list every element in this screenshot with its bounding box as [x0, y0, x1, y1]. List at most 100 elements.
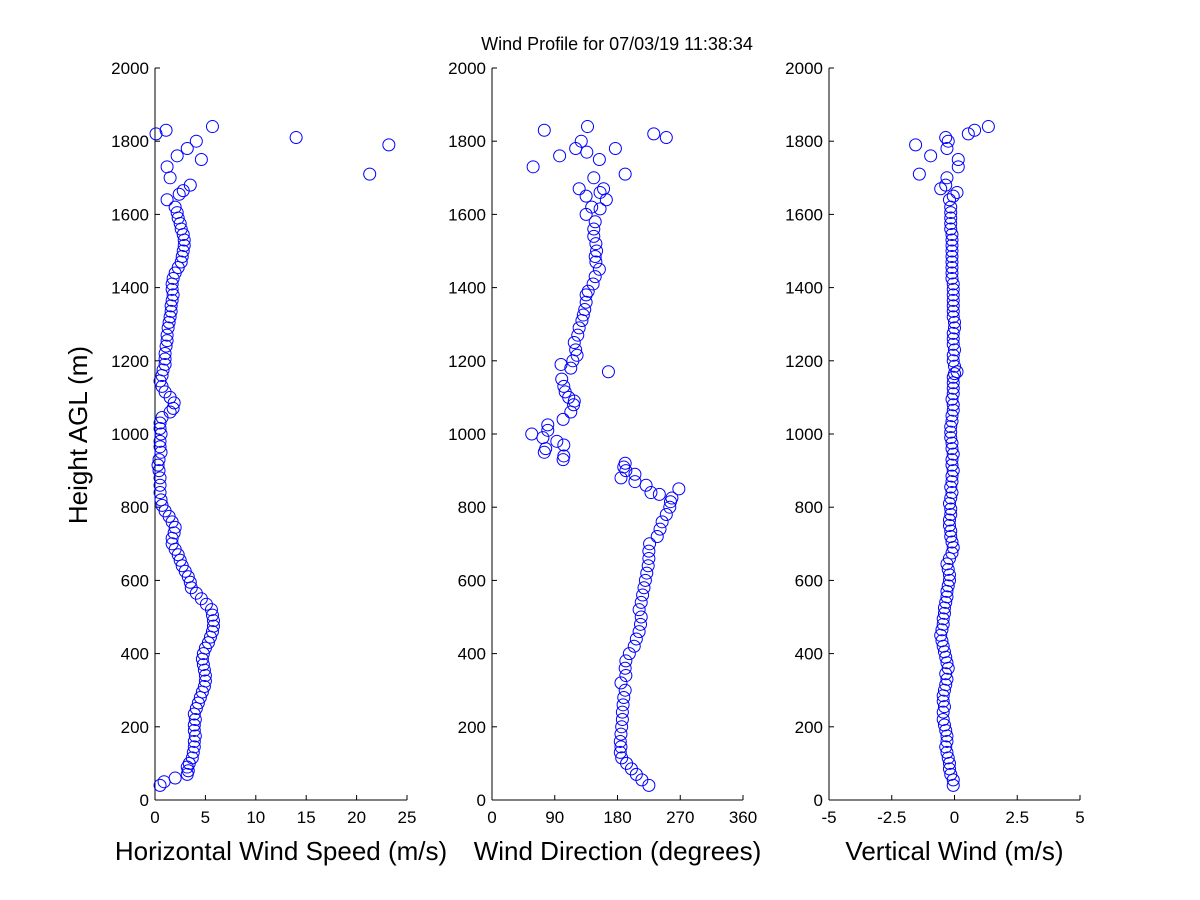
panel-0-data-point: [186, 745, 200, 759]
panel-1-data-point: [619, 669, 633, 683]
panel-2-data-point: [935, 634, 949, 648]
panel-0-data-point: [152, 464, 166, 478]
panel-0-data-point: [158, 357, 172, 371]
figure-title: Wind Profile for 07/03/19 11:38:34: [481, 34, 753, 54]
panel-2-data-point: [946, 387, 960, 401]
panel-2-data-point: [945, 458, 959, 472]
panel-0-y-tick-label: 2000: [111, 59, 149, 78]
panel-2-data-point: [945, 249, 959, 263]
panel-2-data-point: [946, 282, 960, 296]
panel-0-data-point: [196, 647, 210, 661]
panel-2-data-point: [944, 502, 958, 516]
panel-1-y-tick-label: 1200: [448, 352, 486, 371]
panel-0-data-point: [174, 255, 188, 269]
panel-0-data-point: [154, 427, 168, 441]
panel-1-data-point: [659, 508, 673, 522]
panel-1-data-point: [539, 442, 553, 456]
panel-1-data-point: [622, 647, 636, 661]
panel-1-data-point: [555, 372, 569, 386]
panel-2-data-point: [946, 403, 960, 417]
panel-1-data-point: [650, 529, 664, 543]
panel-1-data-point: [592, 262, 606, 276]
panel-1-data-point: [614, 740, 628, 754]
panel-2-data-point: [939, 131, 953, 145]
panel-2-data-point: [945, 469, 959, 483]
panel-2-data-point: [945, 535, 959, 549]
panel-2-data-point: [937, 718, 951, 732]
panel-0-data-point: [158, 346, 172, 360]
panel-2-data-point: [940, 745, 954, 759]
panel-2-data-point: [944, 217, 958, 231]
panel-2-data-point: [945, 546, 959, 560]
panel-0-data-point: [185, 751, 199, 765]
panel-2-data-point: [937, 606, 951, 620]
panel-1-data-point: [618, 683, 632, 697]
panel-1-data-point: [601, 365, 615, 379]
panel-2-data-point: [948, 343, 961, 357]
panel-2-data-point: [940, 142, 954, 156]
panel-0-data-point: [153, 416, 167, 430]
panel-2-data-point: [941, 562, 955, 576]
panel-1-data-point: [564, 361, 578, 375]
panel-2-data-point: [946, 398, 960, 412]
panel-2-data-point: [946, 288, 960, 302]
panel-0-data-point: [163, 171, 177, 185]
panel-2-data-point: [946, 299, 960, 313]
panel-0-data-point: [177, 239, 191, 253]
panel-2-data-point: [951, 153, 965, 166]
panel-2-data-point: [944, 222, 958, 236]
panel-1-data-point: [653, 522, 667, 536]
panel-1-data-point: [569, 343, 583, 357]
panel-1-data-point: [589, 237, 603, 251]
panel-1-data-point: [616, 698, 630, 712]
panel-1-data-point: [557, 438, 571, 452]
panel-0-data-point: [153, 440, 167, 454]
panel-2-data-point: [945, 392, 959, 406]
panel-1-y-tick-label: 600: [458, 571, 486, 590]
panel-0-data-point: [160, 193, 174, 207]
panel-1-y-tick-label: 200: [458, 718, 486, 737]
panel-0-y-tick-label: 1600: [111, 205, 149, 224]
panel-1-data-point: [637, 581, 651, 595]
panel-0-y-tick-label: 0: [140, 791, 149, 810]
panel-1-data-point: [665, 491, 679, 505]
panel-1-y-tick-label: 1600: [448, 205, 486, 224]
panel-2-data-point: [946, 447, 960, 461]
panel-1-data-point: [571, 328, 585, 342]
panel-2-data-point: [946, 354, 960, 368]
panel-2-data-point: [946, 348, 960, 362]
panel-1-data-point: [537, 123, 551, 137]
panel-0-data-point: [170, 149, 184, 163]
panel-2-data-point: [946, 310, 960, 324]
panel-0-y-tick-label: 400: [121, 645, 149, 664]
panel-2-data-point: [940, 557, 954, 571]
panel-2-data-point: [948, 315, 961, 329]
panel-1-data-point: [614, 727, 628, 741]
panel-1-data-point: [672, 482, 686, 496]
panel-1-y-tick-label: 1400: [448, 279, 486, 298]
panel-2-data-point: [944, 767, 958, 781]
panel-2-data-point: [945, 453, 959, 467]
panel-2-data-point: [939, 678, 953, 692]
panel-1-x-tick-label: 90: [545, 808, 564, 827]
panel-0-x-tick-label: 25: [398, 808, 417, 827]
panel-1-data-point: [578, 303, 592, 317]
panel-1-data-point: [574, 134, 588, 148]
panel-2-data-point: [945, 244, 959, 258]
panel-2-data-point: [945, 409, 959, 423]
panel-1-data-point: [553, 149, 567, 163]
panel-1-data-point: [613, 745, 627, 759]
panel-2-data-point: [945, 233, 959, 247]
panel-0-y-tick-label: 200: [121, 718, 149, 737]
panel-2-data-point: [961, 127, 975, 141]
panel-0-data-point: [176, 244, 190, 258]
panel-1-data-point: [644, 486, 658, 500]
panel-0-y-tick-label: 1800: [111, 132, 149, 151]
panel-1-x-tick-label: 0: [487, 808, 496, 827]
panel-0-data-point: [167, 526, 181, 540]
panel-2-y-tick-label: 800: [795, 498, 823, 517]
panel-2-data-point: [948, 359, 961, 373]
panel-0-data-point: [170, 206, 184, 220]
panel-2-data-point: [937, 700, 951, 714]
